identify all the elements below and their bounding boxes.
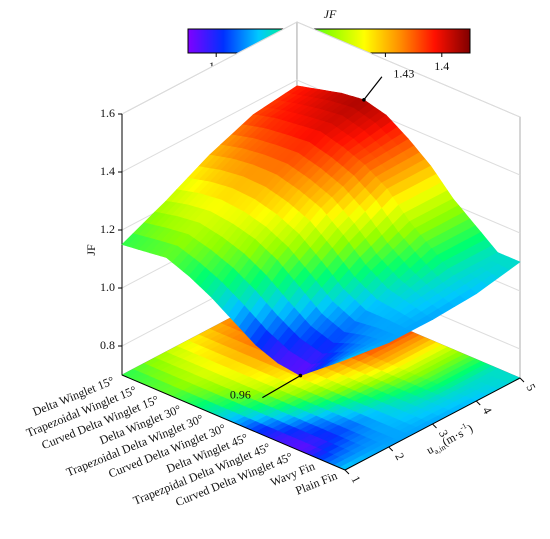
x-tick <box>519 377 525 383</box>
surface-cell <box>339 355 357 363</box>
z-axis-label: JF <box>84 244 98 256</box>
annotation-point <box>362 98 366 102</box>
z-tick-label: 1.6 <box>100 106 115 120</box>
x-tick <box>388 446 394 452</box>
z-tick-label: 1.2 <box>100 222 115 236</box>
category-axis <box>121 374 346 471</box>
x-axis-label-part: u <box>424 442 436 457</box>
annotation-arrow <box>363 76 383 101</box>
x-tick-label: 2 <box>392 450 407 462</box>
z-tick-label: 1.0 <box>100 280 115 294</box>
colorbar-tick-label: 1.4 <box>434 59 449 73</box>
x-tick-label: 1 <box>349 473 364 485</box>
annotation-label: 1.43 <box>393 67 414 81</box>
annotation-label: 0.96 <box>230 387 251 401</box>
x-axis-label-part: -1 <box>458 421 468 432</box>
colorbar-title: JF <box>324 7 337 21</box>
annotation-arrow <box>262 375 301 399</box>
x-tick-label: 5 <box>524 381 539 393</box>
grid-line <box>121 21 521 118</box>
grid-line <box>121 79 521 176</box>
x-tick-label: 4 <box>480 404 495 416</box>
x-tick-label: 3 <box>436 427 451 439</box>
x-tick <box>475 400 481 406</box>
annotation-point <box>298 373 303 378</box>
z-tick-label: 1.4 <box>100 164 115 178</box>
x-axis-label: ua,in(m·s-1) <box>423 420 476 460</box>
x-tick <box>432 423 437 429</box>
x-tick <box>344 469 350 475</box>
x-axis-label-part: ) <box>465 421 475 435</box>
z-tick-label: 0.8 <box>100 338 115 352</box>
